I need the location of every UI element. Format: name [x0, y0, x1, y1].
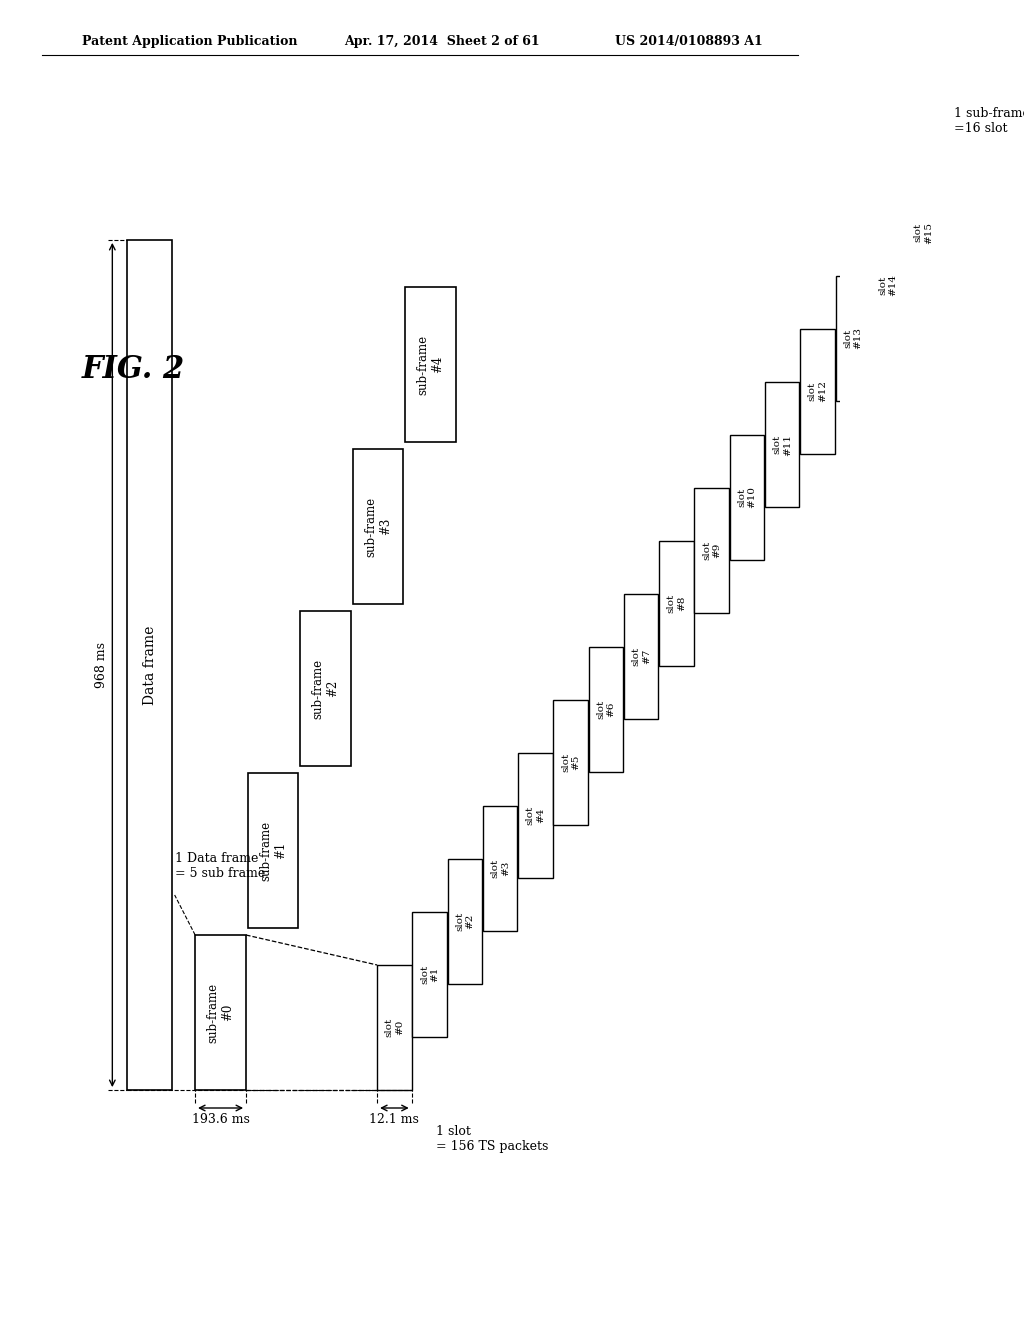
Text: slot
#7: slot #7 — [632, 647, 651, 667]
Bar — [352, 449, 403, 605]
Text: slot
#2: slot #2 — [456, 912, 474, 931]
Text: 1 sub-frame
=16 slot: 1 sub-frame =16 slot — [954, 107, 1024, 135]
Bar — [624, 594, 658, 719]
Text: slot
#9: slot #9 — [702, 541, 722, 560]
Text: 12.1 ms: 12.1 ms — [370, 1113, 420, 1126]
Bar — [377, 965, 412, 1090]
Text: slot
#15: slot #15 — [913, 222, 933, 243]
Bar — [413, 912, 446, 1038]
Text: slot
#6: slot #6 — [596, 700, 615, 719]
Text: slot
#8: slot #8 — [667, 594, 686, 612]
Bar — [406, 286, 456, 442]
Text: Data frame: Data frame — [142, 626, 157, 705]
Text: slot
#1: slot #1 — [420, 965, 439, 985]
Bar — [870, 223, 905, 348]
Text: slot
#14: slot #14 — [879, 275, 898, 297]
Text: sub-frame
#4: sub-frame #4 — [417, 334, 444, 395]
Text: 193.6 ms: 193.6 ms — [191, 1113, 250, 1126]
Text: slot
#0: slot #0 — [385, 1018, 404, 1038]
Bar — [447, 859, 482, 983]
Bar — [553, 700, 588, 825]
Bar — [801, 329, 835, 454]
Text: 1 slot
= 156 TS packets: 1 slot = 156 TS packets — [436, 1125, 549, 1152]
Bar — [483, 807, 517, 931]
Text: slot
#10: slot #10 — [737, 487, 757, 508]
Bar — [248, 774, 298, 928]
Bar — [589, 647, 624, 772]
Bar — [906, 170, 940, 294]
Text: slot
#3: slot #3 — [490, 859, 510, 878]
Text: US 2014/0108893 A1: US 2014/0108893 A1 — [615, 36, 763, 48]
Text: slot
#13: slot #13 — [843, 327, 862, 350]
Text: sub-frame
#0: sub-frame #0 — [207, 982, 234, 1043]
Text: Patent Application Publication: Patent Application Publication — [82, 36, 298, 48]
Bar — [518, 752, 553, 878]
Bar — [300, 611, 351, 766]
Bar — [127, 240, 172, 1090]
Bar — [836, 276, 870, 401]
Text: sub-frame
#1: sub-frame #1 — [259, 821, 287, 880]
Bar — [730, 436, 764, 560]
Text: 968 ms: 968 ms — [95, 642, 109, 688]
Text: slot
#4: slot #4 — [525, 807, 545, 825]
Text: Apr. 17, 2014  Sheet 2 of 61: Apr. 17, 2014 Sheet 2 of 61 — [344, 36, 540, 48]
Text: sub-frame
#3: sub-frame #3 — [364, 496, 392, 557]
Text: FIG. 2: FIG. 2 — [82, 355, 185, 385]
Text: 1 Data frame
= 5 sub frame: 1 Data frame = 5 sub frame — [175, 851, 265, 880]
Bar — [659, 541, 693, 667]
Text: slot
#5: slot #5 — [561, 752, 581, 772]
Bar — [694, 488, 729, 612]
Text: sub-frame
#2: sub-frame #2 — [311, 659, 340, 718]
Text: slot
#11: slot #11 — [772, 433, 792, 455]
Bar — [196, 935, 246, 1090]
Bar — [765, 381, 800, 507]
Text: slot
#12: slot #12 — [808, 380, 827, 403]
